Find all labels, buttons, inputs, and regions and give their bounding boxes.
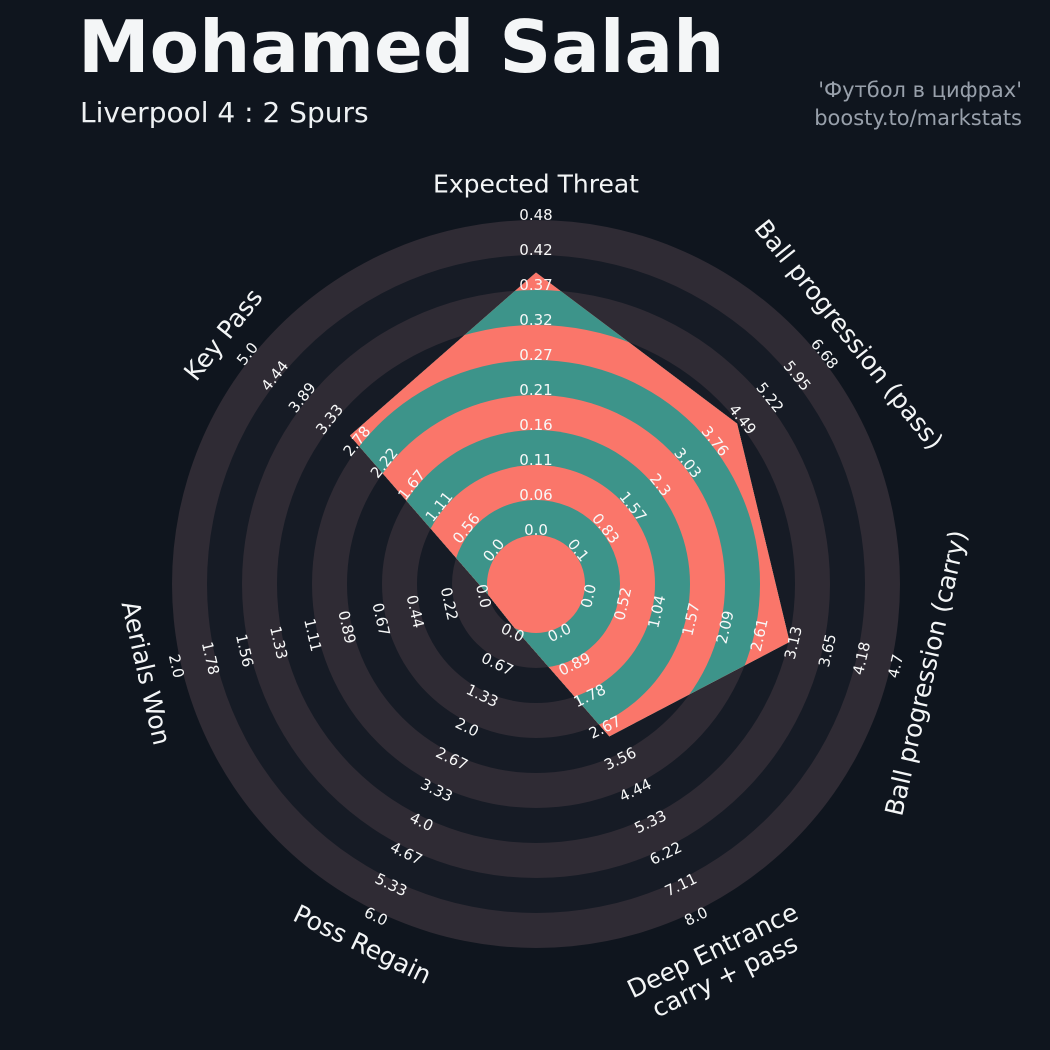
- tick-label: 4.7: [884, 652, 907, 679]
- tick-label: 0.37: [519, 276, 552, 294]
- tick-label: 0.27: [519, 346, 552, 364]
- tick-label: 2.0: [165, 652, 188, 679]
- axis-label-expected-threat: Expected Threat: [433, 170, 639, 199]
- page-title: Mohamed Salah: [78, 5, 725, 89]
- credit-line-1: 'Футбол в цифрах': [818, 78, 1022, 102]
- tick-label: 0.11: [519, 451, 552, 469]
- tick-label: 0.32: [519, 311, 552, 329]
- tick-label: 0.42: [519, 241, 552, 259]
- radar-inner-center: [487, 535, 585, 633]
- credit-block: 'Футбол в цифрах' boosty.to/markstats: [814, 76, 1022, 132]
- tick-label: 0.0: [524, 521, 548, 539]
- tick-label: 0.16: [519, 416, 552, 434]
- credit-line-2: boosty.to/markstats: [814, 106, 1022, 130]
- tick-label: 0.06: [519, 486, 552, 504]
- tick-label: 0.48: [519, 206, 552, 224]
- match-score-subtitle: Liverpool 4 : 2 Spurs: [80, 96, 369, 129]
- tick-label: 0.0: [577, 582, 600, 609]
- tick-label: 0.0: [472, 582, 495, 609]
- tick-label: 0.21: [519, 381, 552, 399]
- axis-label-aerials-won: Aerials Won: [116, 598, 177, 748]
